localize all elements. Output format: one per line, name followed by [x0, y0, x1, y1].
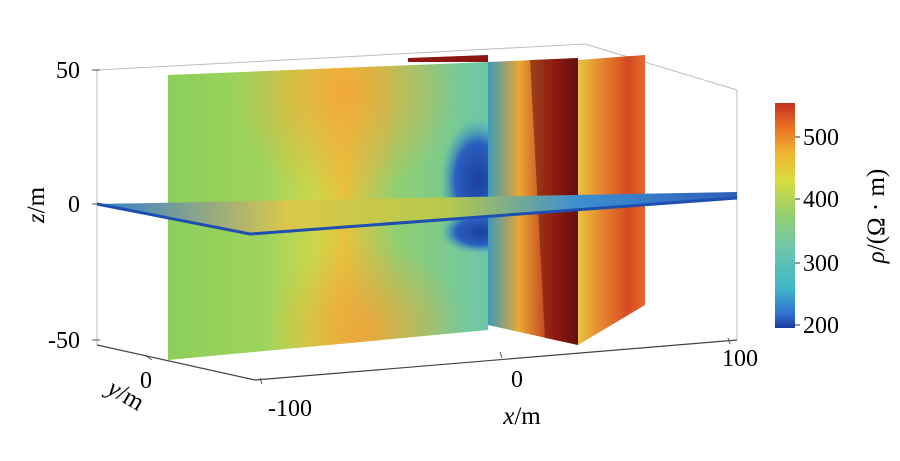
colorbar-tick-500: 500 — [803, 125, 839, 151]
x-tick-neg100: -100 — [268, 396, 312, 422]
x-axis — [259, 337, 731, 385]
z-axis — [92, 69, 100, 341]
colorbar-tick-200: 200 — [803, 313, 839, 339]
colorbar-label-unit: /(Ω · m) — [863, 169, 890, 251]
z-axis-label-var: z — [23, 213, 50, 224]
x-axis-label-unit: /m — [514, 403, 541, 430]
colorbar-label: ρ/(Ω · m) — [863, 169, 890, 264]
bounding-box-front — [96, 339, 738, 381]
colorbar-gradient — [775, 103, 795, 328]
z-axis-label: z/m — [23, 186, 50, 224]
x-tick-0: 0 — [511, 367, 523, 393]
y-tick-mark — [145, 355, 153, 361]
colorbar-tick-400: 400 — [803, 187, 839, 213]
z-tick-50: 50 — [56, 58, 80, 84]
x-tick-100: 100 — [722, 346, 758, 372]
colorbar-label-var: ρ — [863, 251, 890, 264]
x-axis-label-var: x — [502, 403, 514, 430]
slice-xy — [96, 192, 738, 236]
z-tick-neg50: -50 — [48, 328, 80, 354]
colorbar-tick-300: 300 — [803, 251, 839, 277]
x-axis-label: x/m — [502, 403, 541, 430]
z-tick-0: 0 — [68, 192, 80, 218]
bounding-box-back — [96, 43, 738, 345]
z-axis-label-unit: /m — [23, 186, 50, 213]
y-tick-0: 0 — [140, 368, 152, 394]
colorbar: 500 400 300 200 — [775, 103, 839, 339]
